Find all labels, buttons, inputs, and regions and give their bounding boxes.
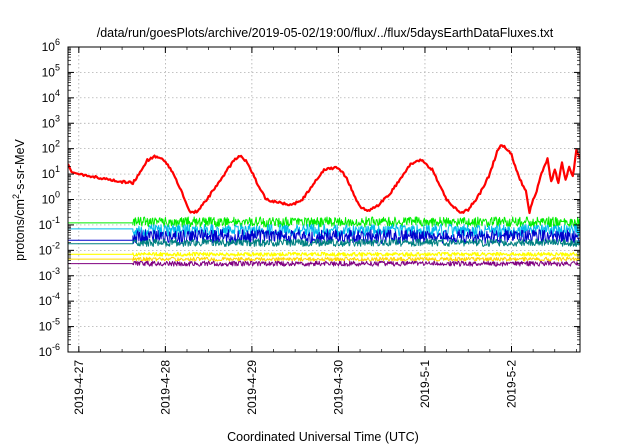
series-line — [68, 229, 580, 244]
x-tick-label: 2019-4-29 — [245, 360, 259, 415]
y-tick-exponent: -2 — [52, 240, 60, 250]
y-tick-base: 10 — [39, 345, 53, 359]
y-tick-label: 10-3 — [39, 266, 60, 283]
y-tick-base: 10 — [42, 65, 56, 79]
y-tick-exponent: -3 — [52, 266, 60, 276]
y-tick-label: 102 — [42, 139, 60, 156]
y-tick-base: 10 — [42, 40, 56, 54]
y-tick-exponent: 6 — [55, 37, 60, 47]
y-tick-label: 100 — [42, 190, 60, 207]
y-tick-labels: 10-610-510-410-310-210-11001011021031041… — [39, 37, 60, 359]
y-tick-exponent: 1 — [55, 164, 60, 174]
y-tick-label: 10-4 — [39, 291, 60, 308]
x-tick-labels: 2019-4-27 2019-4-28 2019-4-29 2019-4-30 2019… — [72, 360, 519, 415]
x-tick-label: 2019-4-27 — [72, 360, 86, 415]
series-line — [68, 256, 580, 262]
series-layer — [68, 144, 580, 267]
x-tick-label: 2019-4-30 — [331, 360, 345, 415]
x-tick-label: 2019-4-28 — [158, 360, 172, 415]
chart-title: /data/run/goesPlots/archive/2019-05-02/1… — [97, 26, 554, 40]
series-line — [68, 251, 580, 257]
y-tick-label: 10-5 — [39, 317, 60, 334]
y-axis-label-rest: -s-sr-MeV — [13, 138, 27, 194]
y-tick-label: 105 — [42, 62, 60, 79]
y-tick-exponent: 0 — [55, 190, 60, 200]
y-tick-base: 10 — [42, 116, 56, 130]
y-tick-label: 104 — [42, 88, 60, 105]
series-line — [68, 216, 580, 228]
y-tick-base: 10 — [42, 193, 56, 207]
y-tick-base: 10 — [39, 243, 53, 257]
y-axis-label-superscript: 2 — [11, 194, 21, 199]
y-tick-label: 106 — [42, 37, 60, 54]
y-tick-exponent: -4 — [52, 291, 60, 301]
y-tick-base: 10 — [42, 167, 56, 181]
y-tick-label: 10-1 — [39, 215, 60, 232]
y-axis-label-main: protons/cm — [13, 199, 27, 261]
y-tick-label: 103 — [42, 113, 60, 130]
y-tick-exponent: 3 — [55, 113, 60, 123]
y-tick-base: 10 — [42, 91, 56, 105]
y-tick-base: 10 — [39, 269, 53, 283]
series-line — [68, 144, 580, 215]
y-tick-label: 10-2 — [39, 240, 60, 257]
y-tick-label: 101 — [42, 164, 60, 181]
y-tick-exponent: 2 — [55, 139, 60, 149]
x-tick-label: 2019-5-1 — [418, 360, 432, 408]
y-tick-exponent: -1 — [52, 215, 60, 225]
y-tick-label: 10-6 — [39, 342, 60, 359]
x-axis-label: Coordinated Universal Time (UTC) — [227, 430, 419, 444]
y-tick-exponent: -6 — [52, 342, 60, 352]
x-tick-label: 2019-5-2 — [504, 360, 518, 408]
series-line — [68, 260, 580, 267]
y-axis-label: protons/cm2-s-sr-MeV — [11, 138, 27, 260]
y-tick-base: 10 — [39, 218, 53, 232]
y-tick-exponent: 4 — [55, 88, 60, 98]
axis-ticks — [68, 46, 580, 353]
y-tick-base: 10 — [42, 142, 56, 156]
y-tick-exponent: -5 — [52, 317, 60, 327]
series-line — [68, 238, 580, 247]
y-tick-base: 10 — [39, 320, 53, 334]
series-line — [68, 223, 580, 238]
y-tick-exponent: 5 — [55, 62, 60, 72]
y-tick-base: 10 — [39, 294, 53, 308]
